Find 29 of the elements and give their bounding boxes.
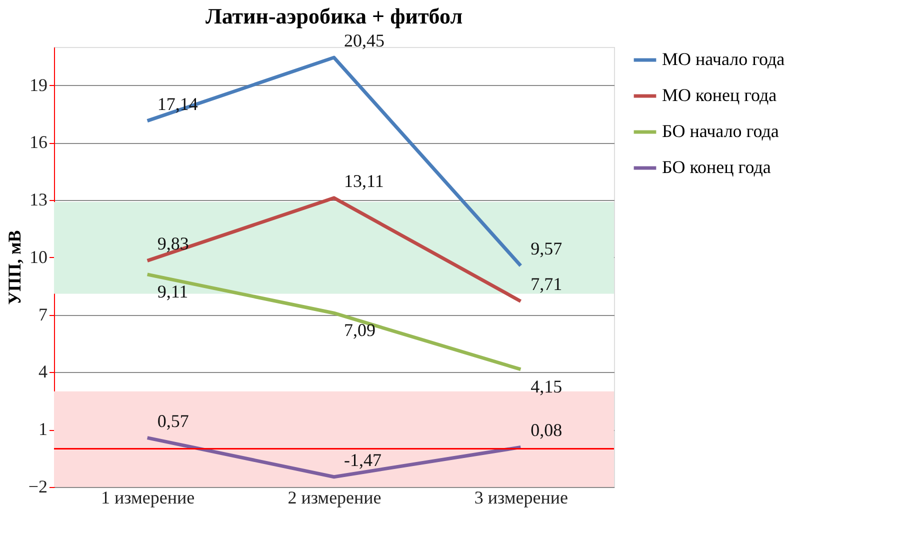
data-label: 0,08 [530, 420, 562, 440]
y-tick-label: 13 [30, 190, 48, 210]
data-label: 0,57 [157, 410, 189, 431]
y-tick-label: 10 [30, 246, 48, 267]
x-tick-label: 2 измерение [288, 488, 382, 508]
data-label: 4,15 [530, 376, 562, 396]
data-label: -1,47 [344, 450, 382, 470]
y-tick-label: −2 [28, 476, 48, 496]
x-tick-label: 3 измерение [474, 488, 568, 508]
legend-label: МО начало года [662, 49, 785, 69]
y-tick-label: 7 [38, 304, 48, 324]
legend-label: БО конец года [662, 157, 771, 177]
chart-title: Латин-аэробика + фитбол [205, 4, 463, 29]
x-tick-label: 1 измерение [101, 488, 195, 508]
y-tick-label: 16 [30, 132, 48, 152]
y-tick-label: 1 [38, 419, 48, 440]
legend-label: МО конец года [662, 85, 777, 105]
data-label: 9,57 [530, 238, 562, 259]
data-label: 13,11 [344, 170, 384, 191]
data-label: 9,11 [157, 281, 188, 302]
y-tick-label: 19 [30, 74, 48, 95]
data-label: 9,83 [157, 234, 189, 254]
data-label: 7,09 [344, 320, 376, 340]
data-label: 17,14 [157, 94, 198, 114]
y-axis-title: УПП, мВ [4, 230, 24, 305]
legend-label: БО начало года [662, 121, 779, 141]
data-label: 20,45 [344, 30, 384, 51]
data-label: 7,71 [530, 274, 562, 294]
y-tick-label: 4 [38, 362, 48, 382]
